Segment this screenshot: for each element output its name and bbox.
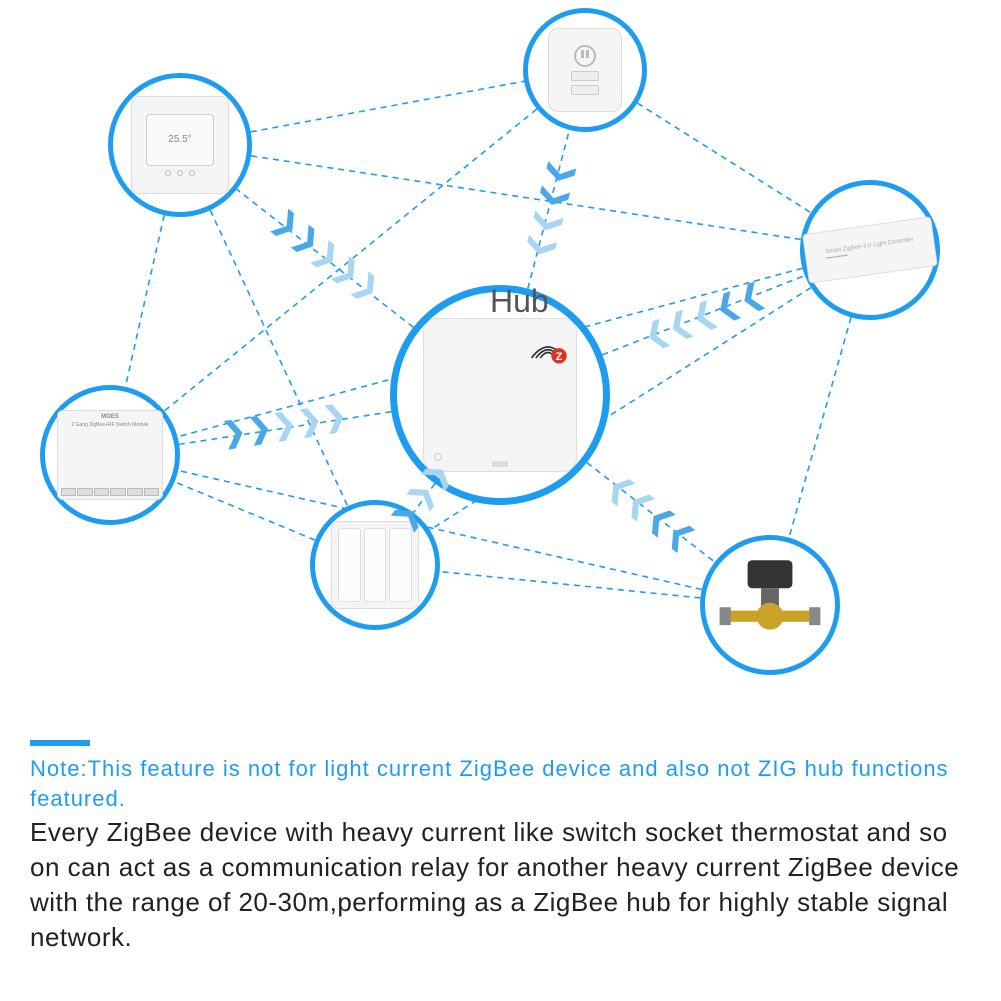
body-block: Every ZigBee device with heavy current l… xyxy=(30,815,971,955)
note-text: Note:This feature is not for light curre… xyxy=(30,754,971,813)
mesh-edge xyxy=(440,572,701,598)
hub-label: Hub xyxy=(490,283,549,320)
device-node-controller: Smart ZigBee 3.0 Light Controller━━━━━━ xyxy=(800,180,940,320)
chevron-flow: ❯❯❯❯ xyxy=(603,471,699,554)
body-text: Every ZigBee device with heavy current l… xyxy=(30,815,971,955)
device-node-plug xyxy=(523,8,647,132)
mesh-edge xyxy=(637,103,810,213)
network-diagram: Z Hub 25.5° Smart ZigBee 3.0 Light Contr… xyxy=(0,0,1001,720)
chevron-flow: ❯❯❯❯❯ xyxy=(267,209,383,308)
mesh-edge xyxy=(125,215,164,386)
mesh-edge xyxy=(789,317,851,537)
chevron-flow: ❯❯❯❯❯ xyxy=(640,279,767,351)
mesh-edge xyxy=(175,482,315,540)
note-block: Note:This feature is not for light curre… xyxy=(30,740,971,813)
svg-text:Z: Z xyxy=(556,351,563,363)
device-node-thermostat: 25.5° xyxy=(108,73,252,217)
device-node-module: MOES 2 Gang ZigBee+RF Switch Module xyxy=(40,385,180,525)
device-node-valve xyxy=(700,535,840,675)
mesh-edge xyxy=(251,81,524,132)
chevron-flow: ❯❯❯❯ xyxy=(522,157,574,261)
accent-bar xyxy=(30,740,90,746)
chevron-flow: ❯❯❯❯❯ xyxy=(221,405,349,452)
mesh-edge xyxy=(251,156,801,240)
